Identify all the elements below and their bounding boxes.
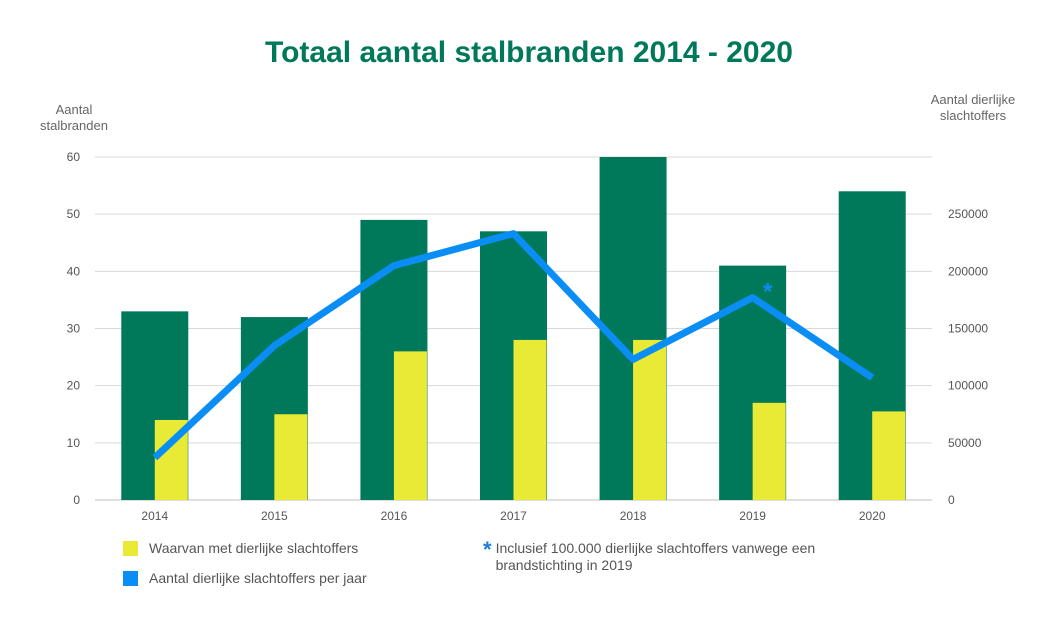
bar-with-victims: [752, 402, 786, 500]
y-right-tick-label: 150000: [948, 322, 988, 336]
footnote-text: Inclusief 100.000 dierlijke slachtoffers…: [495, 540, 816, 573]
chart-title: Totaal aantal stalbranden 2014 - 2020: [264, 36, 793, 69]
bar-with-victims: [513, 339, 547, 500]
y-left-tick-label: 50: [67, 207, 81, 221]
legend-swatch-blue: [123, 570, 138, 586]
bar-with-victims: [274, 414, 308, 500]
bar-with-victims: [393, 351, 427, 500]
x-tick-label: 2015: [261, 509, 288, 523]
legend-swatch-yellow: [123, 540, 138, 556]
y-left-tick-label: 20: [67, 379, 81, 393]
bar-with-victims: [872, 411, 906, 500]
legend-label-victims-per-year: Aantal dierlijke slachtoffers per jaar: [149, 570, 367, 586]
y-axis-left-label: Aantal stalbranden: [40, 102, 108, 133]
y-left-tick-label: 10: [67, 436, 81, 450]
bars: [121, 157, 906, 501]
footnote: * Inclusief 100.000 dierlijke slachtoffe…: [483, 537, 823, 574]
y-left-tick-label: 40: [67, 264, 81, 278]
line-series: [152, 230, 875, 461]
y-right-tick-label: 0: [948, 493, 955, 507]
x-tick-label: 2017: [500, 509, 527, 523]
tick-labels: 0 10 20 30 40 50 60 0 50000 100000 150000 200000 250…: [67, 150, 989, 523]
x-tick-label: 2019: [739, 509, 766, 523]
y-right-tick-label: 50000: [948, 436, 982, 450]
y-right-tick-label: 100000: [948, 379, 988, 393]
y-left-tick-label: 30: [67, 322, 81, 336]
x-tick-label: 2016: [381, 509, 408, 523]
annotation-asterisk: *: [763, 279, 773, 306]
y-left-tick-label: 60: [67, 150, 81, 164]
y-right-tick-label: 250000: [948, 207, 988, 221]
legend-label-with-victims: Waarvan met dierlijke slachtoffers: [149, 540, 359, 556]
y-axis-right-label: Aantal dierlijke slachtoffers: [930, 92, 1016, 123]
x-tick-label: 2014: [141, 509, 168, 523]
y-left-tick-label: 0: [73, 493, 80, 507]
legend-item-victims-per-year: Aantal dierlijke slachtoffers per jaar: [123, 570, 367, 586]
x-tick-label: 2020: [859, 509, 886, 523]
x-tick-label: 2018: [620, 509, 647, 523]
y-right-tick-label: 200000: [948, 264, 988, 278]
bar-with-victims: [633, 339, 667, 500]
legend-item-with-victims: Waarvan met dierlijke slachtoffers: [123, 540, 358, 556]
footnote-asterisk: *: [483, 537, 492, 562]
